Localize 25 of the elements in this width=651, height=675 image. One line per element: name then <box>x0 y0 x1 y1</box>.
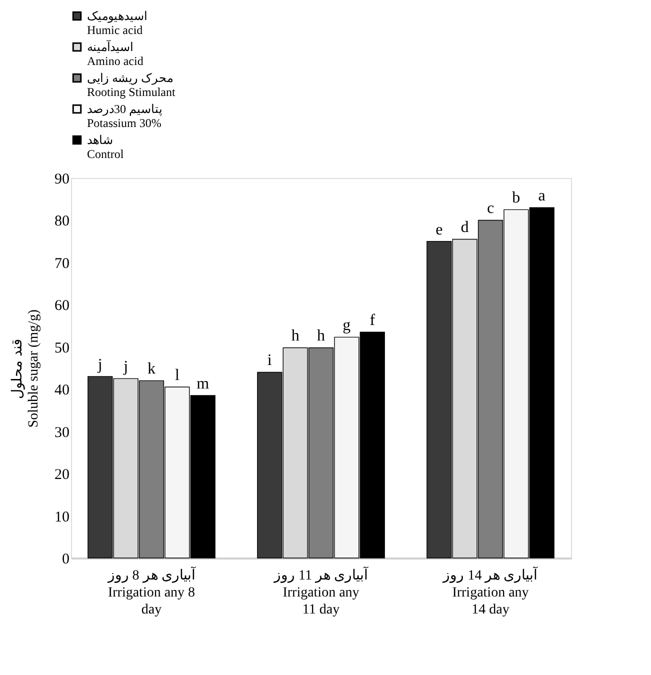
data-label: d <box>460 219 469 236</box>
data-label: i <box>267 352 272 370</box>
data-label: m <box>196 375 210 392</box>
y-tick-label: 20 <box>54 467 70 484</box>
y-tick-label: 60 <box>54 298 70 314</box>
y-tick-label: 50 <box>54 340 70 356</box>
data-label: j <box>122 358 128 376</box>
data-label: g <box>342 317 351 334</box>
data-label: j <box>96 356 102 374</box>
y-tick-label: 0 <box>62 552 70 568</box>
data-label: k <box>148 360 156 378</box>
data-label: h <box>317 328 325 345</box>
y-tick-label: 30 <box>54 424 70 441</box>
data-label: a <box>538 188 546 205</box>
data-label: h <box>291 328 300 345</box>
y-tick-label: 90 <box>54 172 70 188</box>
y-tick-label: 40 <box>54 382 70 399</box>
data-label: f <box>370 312 376 330</box>
data-label: b <box>512 190 520 207</box>
data-label: c <box>486 200 494 218</box>
y-tick-label: 70 <box>54 256 70 272</box>
y-tick-label: 10 <box>54 509 70 526</box>
data-label: l <box>174 367 180 384</box>
y-tick-label: 80 <box>54 214 70 230</box>
data-label: e <box>436 221 443 238</box>
